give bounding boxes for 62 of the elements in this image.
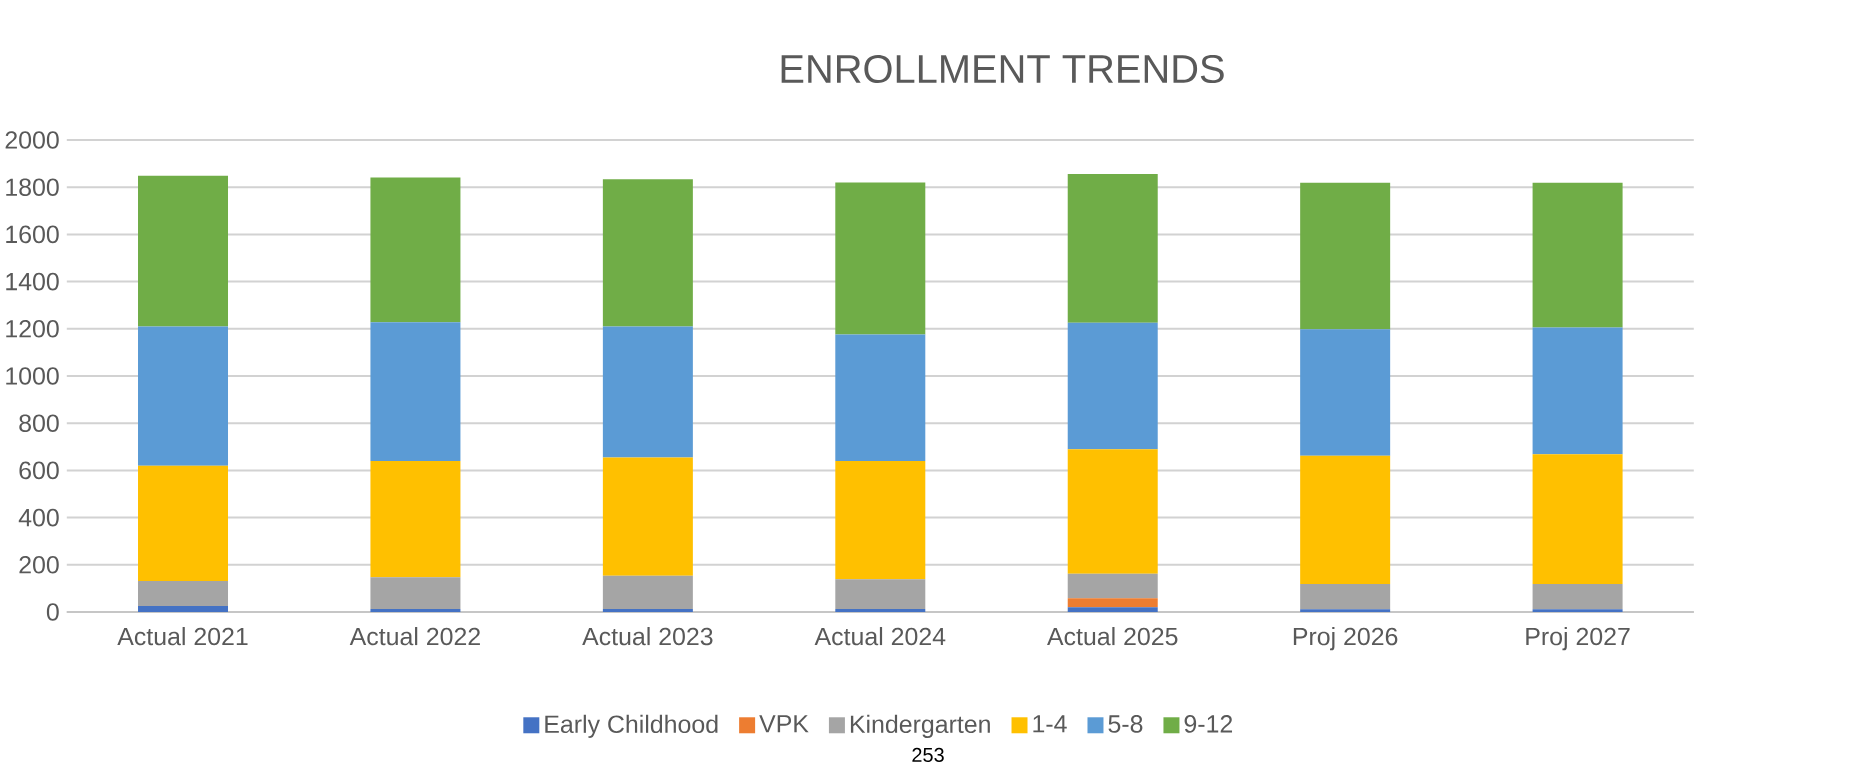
bar: [602, 608, 693, 612]
bar: [1300, 329, 1391, 456]
bar: [370, 608, 461, 612]
legend-label: Early Childhood: [545, 714, 718, 738]
bar: [1067, 322, 1158, 450]
bar: [1532, 609, 1623, 612]
bar: [1067, 573, 1158, 599]
y-tick-label: 600: [19, 461, 59, 480]
bar: [1067, 449, 1158, 574]
y-tick-label: 1800: [6, 178, 59, 197]
legend-label: 5-8: [1108, 715, 1143, 733]
legend-label: VPK: [759, 715, 809, 733]
y-tick-label: 200: [19, 556, 59, 574]
y-tick-label: 1600: [6, 225, 59, 244]
bar: [1532, 182, 1623, 328]
bar: [1532, 454, 1623, 584]
bar: [1532, 583, 1623, 610]
bar: [370, 460, 461, 578]
bar: [370, 577, 461, 609]
x-tick-label: Actual 2024: [814, 627, 946, 646]
y-tick-label: 800: [19, 414, 59, 433]
y-tick-label: 1400: [6, 272, 59, 291]
bar: [1532, 327, 1623, 455]
bar: [138, 581, 229, 607]
legend-label: 1-4: [1033, 715, 1067, 733]
bar: [1300, 609, 1391, 612]
y-tick-label: 400: [18, 508, 59, 527]
y-tick-label: 2000: [5, 131, 59, 149]
bar: [138, 606, 229, 612]
x-tick-label: Proj 2026: [1293, 627, 1398, 651]
bar: [1300, 182, 1391, 330]
text: 253: [912, 747, 944, 762]
y-tick-label: 1000: [6, 367, 59, 385]
bar: [138, 175, 229, 327]
bar: [602, 457, 693, 576]
bar: [370, 177, 461, 323]
bar: [602, 326, 693, 458]
y-tick-label: 0: [46, 603, 59, 621]
bar: [602, 575, 693, 609]
bar: [835, 579, 926, 609]
x-tick-label: Actual 2025: [1047, 627, 1178, 646]
legend-label: 9-12: [1184, 715, 1233, 733]
bar: [1067, 173, 1158, 323]
bar: [138, 326, 229, 466]
bar: [835, 460, 926, 580]
x-tick-label: Actual 2022: [349, 627, 480, 646]
legend-label: Kindergarten: [850, 714, 990, 738]
y-tick-label: 1200: [6, 319, 59, 338]
x-tick-label: Actual 2023: [582, 627, 713, 646]
bar: [835, 334, 926, 461]
chart-title: ENROLLMENT TRENDS: [781, 54, 1224, 84]
bar: [138, 465, 229, 582]
bar: [370, 322, 461, 461]
x-tick-label: Proj 2027: [1526, 627, 1630, 651]
bar: [602, 179, 693, 327]
bar: [1300, 455, 1391, 584]
bar: [1067, 598, 1158, 608]
bar: [1300, 583, 1391, 610]
bar: [835, 608, 926, 612]
x-tick-label: Actual 2021: [117, 627, 248, 646]
bar: [1067, 607, 1158, 612]
bar: [835, 182, 926, 335]
